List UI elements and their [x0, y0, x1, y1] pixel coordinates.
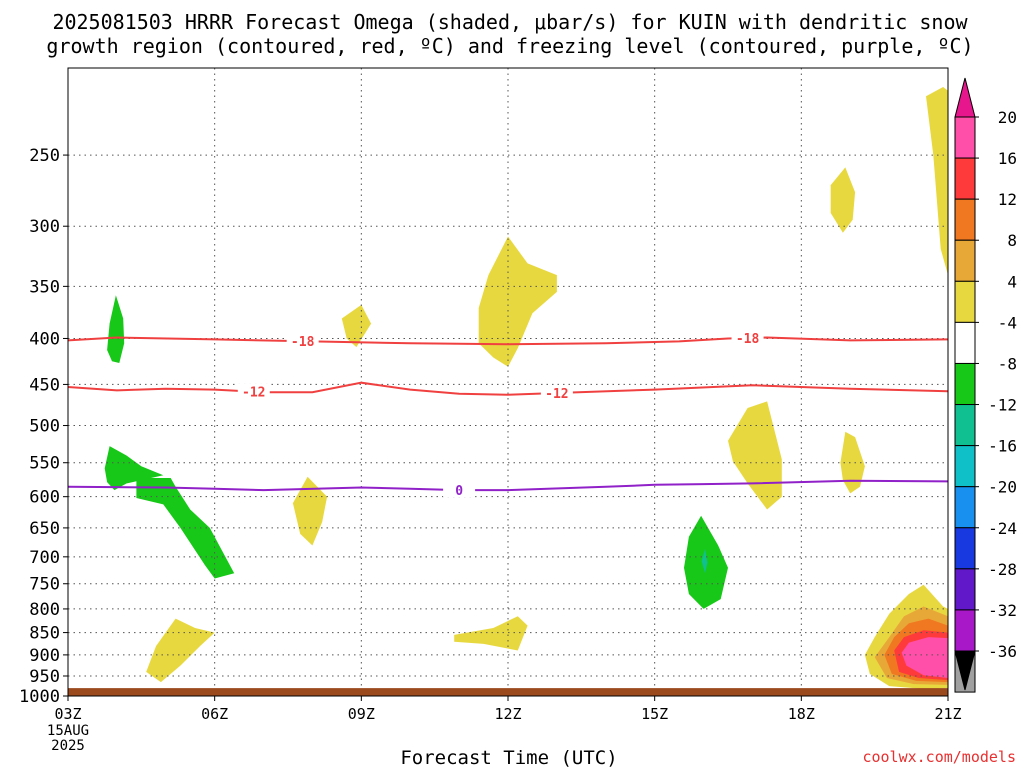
omega-region-13 [926, 87, 948, 276]
y-tick-label-800: 800 [29, 600, 60, 620]
contour-label-2-0: 0 [455, 484, 463, 499]
omega-region-0 [107, 295, 125, 363]
x-date-label-1: 2025 [51, 738, 85, 754]
colorbar-label-9: -20 [988, 478, 1017, 497]
y-tick-label-1000: 1000 [19, 687, 60, 707]
omega-region-12 [840, 431, 865, 494]
contour-line-1 [67, 381, 949, 396]
y-tick-label-650: 650 [29, 519, 60, 539]
colorbar-bottom-cap [954, 650, 976, 691]
y-tick-label-400: 400 [29, 329, 60, 349]
colorbar-swatch-2 [954, 198, 976, 241]
credit-text: coolwx.com/models [862, 748, 1016, 766]
colorbar-swatch-8 [954, 445, 976, 488]
x-tick-label-18Z: 18Z [788, 705, 815, 723]
colorbar-label-7: -12 [988, 396, 1017, 415]
colorbar-label-4: 4 [1007, 272, 1017, 291]
x-tick-label-15Z: 15Z [641, 705, 668, 723]
chart-title-line1: 2025081503 HRRR Forecast Omega (shaded, … [52, 10, 968, 34]
y-tick-label-350: 350 [29, 277, 60, 297]
omega-region-7 [341, 304, 372, 348]
colorbar-swatch-0 [954, 116, 976, 159]
x-axis-label: Forecast Time (UTC) [400, 747, 617, 768]
colorbar-swatch-1 [954, 157, 976, 200]
colorbar-label-3: 8 [1007, 231, 1017, 250]
colorbar-swatch-9 [954, 486, 976, 529]
omega-region-1 [104, 446, 164, 491]
x-tick-label-21Z: 21Z [934, 705, 961, 723]
omega-region-9 [454, 616, 528, 651]
colorbar-label-13: -36 [988, 642, 1017, 661]
colorbar-swatch-11 [954, 568, 976, 611]
colorbar-label-10: -24 [988, 519, 1017, 538]
ground-surface [68, 688, 948, 696]
colorbar-swatch-12 [954, 609, 976, 652]
y-tick-label-750: 750 [29, 575, 60, 595]
colorbar-swatch-3 [954, 239, 976, 282]
contour-label-bg-1-1 [540, 384, 573, 400]
y-tick-label-550: 550 [29, 454, 60, 474]
x-tick-label-09Z: 09Z [348, 705, 375, 723]
contour-line-2 [67, 479, 949, 492]
colorbar-label-0: 20 [998, 108, 1017, 127]
omega-region-5 [146, 618, 215, 683]
omega-region-6 [292, 476, 328, 546]
contour-label-0-1: -18 [736, 332, 760, 347]
colorbar-label-1: 16 [998, 149, 1017, 168]
y-tick-label-500: 500 [29, 417, 60, 437]
x-tick-label-06Z: 06Z [201, 705, 228, 723]
colorbar-swatch-10 [954, 527, 976, 570]
y-tick-label-250: 250 [29, 146, 60, 166]
contour-label-1-0: -12 [242, 386, 265, 401]
colorbar-label-2: 12 [998, 190, 1017, 209]
omega-region-8 [478, 236, 557, 367]
y-tick-label-450: 450 [29, 375, 60, 395]
x-date-label-0: 15AUG [47, 723, 89, 739]
contour-label-bg-2-0 [443, 482, 476, 498]
colorbar-swatch-7 [954, 404, 976, 447]
chart-title-line2: growth region (contoured, red, ºC) and f… [46, 34, 973, 58]
colorbar-label-6: -8 [998, 354, 1017, 373]
contour-label-0-0: -18 [291, 335, 315, 350]
colorbar-label-12: -32 [988, 601, 1017, 620]
contour-label-bg-1-0 [237, 383, 270, 399]
omega-region-18 [901, 637, 948, 678]
contour-label-bg-0-1 [731, 329, 764, 345]
colorbar-swatch-6 [954, 362, 976, 406]
omega-region-2 [136, 478, 235, 579]
contour-line-0 [67, 336, 949, 346]
colorbar-swatch-5 [954, 321, 976, 364]
y-tick-label-850: 850 [29, 624, 60, 644]
colorbar-label-5: -4 [998, 313, 1017, 332]
contour-label-1-1: -12 [545, 387, 568, 402]
omega-region-11 [830, 167, 856, 233]
contour-label-bg-0-0 [286, 333, 319, 349]
y-tick-label-900: 900 [29, 646, 60, 666]
colorbar-top-cap [954, 77, 976, 118]
x-tick-label-12Z: 12Z [494, 705, 521, 723]
colorbar: 20 16 12 8 4 -4 -8 -12 -16 -20 -24 -28 -32 -36 [954, 77, 1017, 693]
y-tick-label-950: 950 [29, 667, 60, 687]
omega-region-4 [701, 548, 708, 574]
plot-area: -18 -18 -12 -12 0 250 300 350 400 450 500 550 600 650… [19, 67, 962, 754]
y-tick-label-600: 600 [29, 488, 60, 508]
colorbar-label-8: -16 [988, 437, 1017, 456]
x-tick-label-03Z: 03Z [54, 705, 81, 723]
colorbar-label-11: -28 [988, 560, 1017, 579]
y-tick-label-700: 700 [29, 548, 60, 568]
y-tick-label-300: 300 [29, 217, 60, 237]
colorbar-swatch-4 [954, 280, 976, 323]
